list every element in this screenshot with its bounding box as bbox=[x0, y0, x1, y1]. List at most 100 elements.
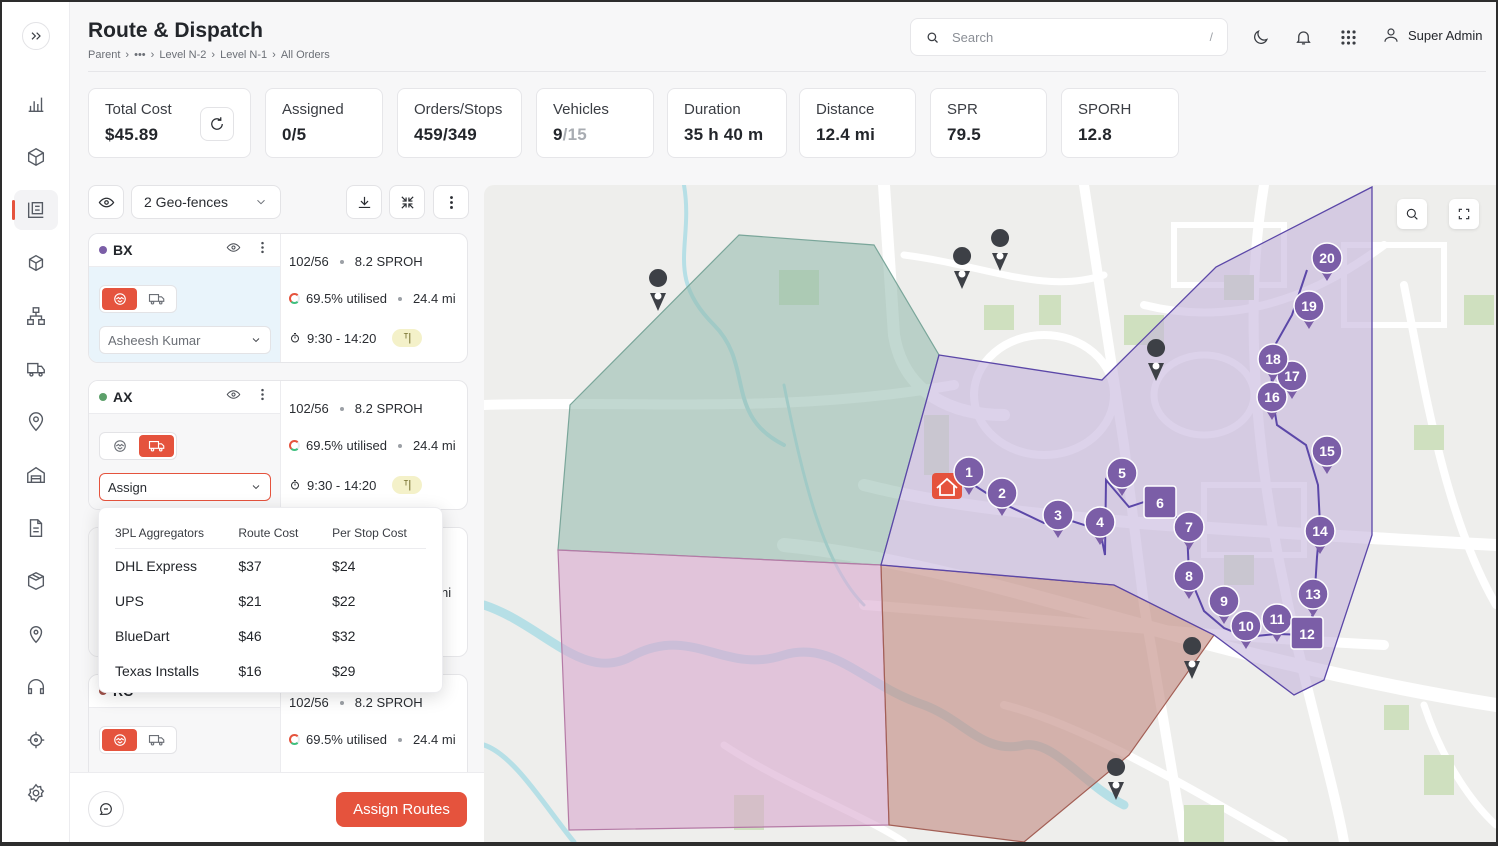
stop-marker[interactable]: 6 bbox=[1143, 485, 1177, 519]
breadcrumb-item[interactable]: ••• bbox=[134, 49, 146, 61]
map-search-button[interactable] bbox=[1397, 199, 1427, 229]
rail-item-settings[interactable] bbox=[14, 773, 58, 813]
user-menu[interactable]: Super Admin bbox=[1382, 26, 1482, 44]
unassigned-stop-pin bbox=[991, 229, 1010, 271]
stop-number: 9 bbox=[1220, 593, 1228, 609]
rail-item-hierarchy[interactable] bbox=[14, 296, 58, 336]
rail-item-support[interactable] bbox=[14, 667, 58, 707]
double-chevron-right-icon bbox=[31, 32, 41, 40]
stop-marker[interactable]: 5 bbox=[1106, 457, 1138, 496]
mode-3pl-button[interactable] bbox=[102, 729, 137, 751]
toggle-visibility-button[interactable] bbox=[88, 185, 124, 219]
stop-marker[interactable]: 10 bbox=[1230, 610, 1262, 649]
stat-distance: Distance 12.4 mi bbox=[799, 88, 916, 158]
rail-item-dispatch[interactable] bbox=[12, 190, 58, 230]
stop-marker[interactable]: 2 bbox=[986, 477, 1018, 516]
truck-icon bbox=[148, 440, 164, 452]
route-menu-button[interactable] bbox=[255, 387, 270, 407]
rail-item-fleet[interactable] bbox=[14, 349, 58, 389]
geofence-purple[interactable] bbox=[880, 185, 1373, 696]
mode-fleet-button[interactable] bbox=[139, 729, 174, 751]
route-menu-button[interactable] bbox=[255, 240, 270, 260]
map-fullscreen-button[interactable] bbox=[1449, 199, 1479, 229]
theme-toggle-button[interactable] bbox=[1247, 24, 1273, 50]
rail-item-warehouse[interactable] bbox=[14, 455, 58, 495]
rail-item-geo[interactable] bbox=[14, 614, 58, 654]
geofence-pink[interactable] bbox=[557, 549, 890, 831]
assign-routes-button[interactable]: Assign Routes bbox=[336, 792, 467, 827]
rail-item-inventory[interactable] bbox=[14, 243, 58, 283]
refresh-button[interactable] bbox=[200, 107, 234, 141]
breadcrumb-item[interactable]: Level N-1 bbox=[220, 49, 268, 61]
rail-item-tracking[interactable] bbox=[14, 720, 58, 760]
stopwatch-icon bbox=[291, 333, 299, 343]
rail-item-shipments[interactable] bbox=[14, 561, 58, 601]
panel-footer: Assign Routes bbox=[70, 772, 484, 842]
geofence-select[interactable]: 2 Geo-fences bbox=[131, 185, 281, 219]
warehouse-icon bbox=[27, 466, 45, 484]
rail-item-locations[interactable] bbox=[14, 402, 58, 442]
route-color-dot bbox=[99, 246, 107, 254]
route-visibility-toggle[interactable] bbox=[226, 387, 241, 407]
stat-value: 12.8 bbox=[1078, 125, 1112, 144]
notifications-button[interactable] bbox=[1290, 24, 1316, 50]
chat-button[interactable] bbox=[88, 791, 124, 827]
route-card[interactable]: AX Assign 102/56 8.2 SPROH 69.5% utilised… bbox=[88, 380, 468, 510]
collapse-view-button[interactable] bbox=[389, 185, 425, 219]
stop-marker[interactable]: 9 bbox=[1208, 585, 1240, 624]
driver-select-value: Assign bbox=[108, 479, 148, 495]
expand-rail-button[interactable] bbox=[22, 22, 50, 50]
collapse-icon bbox=[400, 195, 414, 209]
stop-marker[interactable]: 12 bbox=[1290, 616, 1324, 650]
stop-marker[interactable]: 7 bbox=[1173, 511, 1205, 550]
stop-marker[interactable]: 1 bbox=[953, 456, 985, 495]
stop-marker[interactable]: 8 bbox=[1173, 560, 1205, 599]
search-shortcut-hint: / bbox=[1209, 30, 1213, 44]
stop-number: 1 bbox=[965, 464, 973, 480]
stat-value: 0/5 bbox=[282, 125, 307, 144]
stop-marker[interactable]: 3 bbox=[1042, 499, 1074, 538]
stop-marker[interactable]: 13 bbox=[1297, 578, 1329, 617]
download-button[interactable] bbox=[346, 185, 382, 219]
breadcrumb-item[interactable]: Parent bbox=[88, 49, 121, 61]
route-visibility-toggle[interactable] bbox=[226, 240, 241, 260]
aggregator-option-bluedart[interactable]: BlueDart $46 $32 bbox=[115, 618, 426, 653]
stat-value: 12.4 mi bbox=[816, 125, 876, 144]
meal-break-icon: ᵀ| bbox=[392, 476, 423, 494]
more-options-button[interactable] bbox=[433, 185, 469, 219]
rail-item-analytics[interactable] bbox=[14, 84, 58, 124]
route-card[interactable]: BX Asheesh Kumar 102/56 8.2 SPROH 69.5% u… bbox=[88, 233, 468, 363]
aggregator-option-dhl[interactable]: DHL Express $37 $24 bbox=[115, 548, 426, 583]
rail-item-packages[interactable] bbox=[14, 137, 58, 177]
stop-marker[interactable]: 18 bbox=[1257, 343, 1289, 382]
assign-driver-select[interactable]: Assign bbox=[99, 473, 271, 501]
location-pin-icon bbox=[28, 412, 44, 432]
stop-marker[interactable]: 14 bbox=[1304, 515, 1336, 554]
page-title: Route & Dispatch bbox=[88, 19, 264, 42]
route-stops: 102/56 bbox=[289, 254, 329, 269]
stop-marker[interactable]: 16 bbox=[1256, 381, 1288, 420]
breadcrumb-item[interactable]: Level N-2 bbox=[159, 49, 207, 61]
route-utilised: 69.5% utilised bbox=[306, 291, 387, 306]
stop-marker[interactable]: 4 bbox=[1084, 506, 1116, 545]
mode-fleet-button[interactable] bbox=[139, 288, 174, 310]
geofence-green[interactable] bbox=[557, 234, 940, 566]
depot-marker[interactable] bbox=[932, 473, 962, 499]
driver-select[interactable]: Asheesh Kumar bbox=[99, 326, 271, 354]
rail-item-documents[interactable] bbox=[14, 508, 58, 548]
stop-marker[interactable]: 15 bbox=[1311, 435, 1343, 474]
aggregator-option-ups[interactable]: UPS $21 $22 bbox=[115, 583, 426, 618]
stop-marker[interactable]: 19 bbox=[1293, 290, 1325, 329]
stop-number: 15 bbox=[1319, 443, 1335, 459]
mode-3pl-button[interactable] bbox=[102, 288, 137, 310]
header-divider bbox=[88, 71, 1486, 72]
aggregator-option-texas-installs[interactable]: Texas Installs $16 $29 bbox=[115, 653, 426, 688]
search-input[interactable] bbox=[952, 29, 1192, 45]
stop-marker[interactable]: 20 bbox=[1311, 242, 1343, 281]
side-rail bbox=[2, 2, 70, 842]
route-map[interactable]: 1 2 3 4 5 6 7 8 9 10 11 12 13 14 15 16 17 18 19 20 bbox=[484, 185, 1496, 842]
apps-button[interactable] bbox=[1335, 24, 1361, 50]
mode-fleet-button[interactable] bbox=[139, 435, 174, 457]
mode-3pl-button[interactable] bbox=[102, 435, 137, 457]
